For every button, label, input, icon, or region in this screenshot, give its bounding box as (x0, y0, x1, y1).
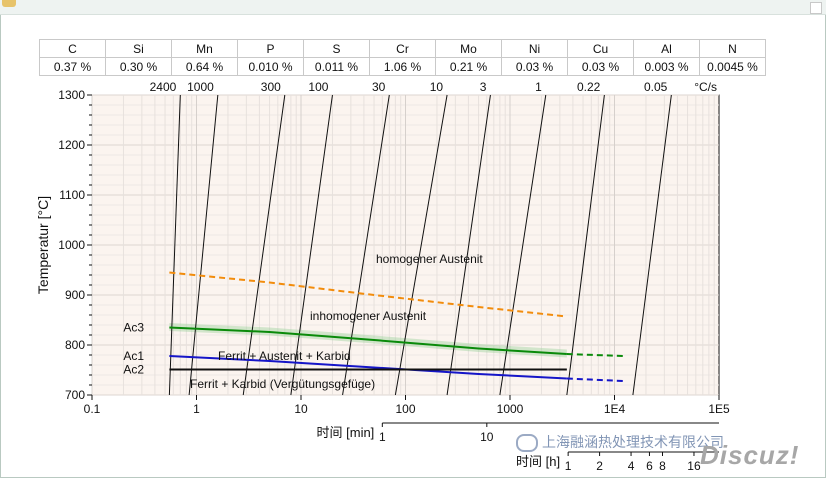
y-axis-label: Temperatur [°C] (35, 196, 51, 294)
cooling-curve (188, 94, 219, 396)
region-label: homogener Austenit (376, 252, 483, 266)
cooling-curve (499, 94, 547, 396)
x-tick-label: 1E5 (708, 402, 730, 416)
cooling-curve (168, 94, 181, 396)
hour-axis-tick-label: 6 (646, 459, 653, 473)
rate-label: 30 (372, 80, 386, 94)
series-label: Ac3 (123, 321, 144, 335)
minute-axis-label: 时间 [min] (317, 425, 375, 440)
element-percent: 0.64 % (171, 57, 238, 76)
close-icon[interactable] (810, 2, 822, 14)
element-percent: 1.06 % (369, 57, 436, 76)
x-tick-label: 0.1 (84, 402, 101, 416)
element-symbol: Al (633, 39, 700, 58)
element-percent: 0.011 % (303, 57, 370, 76)
element-symbol: N (699, 39, 766, 58)
y-tick-label: 1000 (58, 238, 85, 252)
rate-label: 1000 (187, 80, 214, 94)
composition-header-row: C Si Mn P S Cr Mo Ni Cu Al N (39, 39, 766, 58)
series-label: Ac2 (123, 363, 144, 377)
hour-axis-tick-label: 2 (596, 459, 603, 473)
hour-axis-tick-label: 1 (565, 459, 572, 473)
x-tick-label: 1 (193, 402, 200, 416)
cooling-curve (566, 94, 605, 396)
element-percent: 0.30 % (105, 57, 172, 76)
element-symbol: Cr (369, 39, 436, 58)
cooling-curve (632, 94, 672, 396)
series-line (169, 271, 567, 318)
region-label: Ferrit + Karbid (Vergütungsgefüge) (190, 377, 375, 391)
y-tick-label: 700 (65, 388, 85, 402)
y-tick-label: 1200 (58, 138, 85, 152)
minute-axis-tick-label: 10 (480, 430, 494, 444)
watermark: 上海融涵热处理技术有限公司 (516, 432, 724, 453)
region-label: Ferrit + Austenit + Karbid (218, 349, 351, 363)
element-percent: 0.37 % (39, 57, 106, 76)
discuz-logo: Discuz! (700, 440, 800, 470)
element-percent: 0.003 % (633, 57, 700, 76)
element-symbol: Ni (501, 39, 568, 58)
composition-table: C Si Mn P S Cr Mo Ni Cu Al N 0.37 % 0.30 % 0.64 % 0.0… (39, 39, 766, 76)
y-tick-label: 1300 (58, 88, 85, 102)
minute-axis-tick-label: 1 (379, 430, 386, 444)
rate-label: 10 (430, 80, 444, 94)
hour-axis-label: 时间 [h] (516, 454, 560, 469)
element-percent: 0.0045 % (699, 57, 766, 76)
y-tick-label: 1100 (59, 188, 85, 202)
watermark-text: 上海融涵热处理技术有限公司 (542, 434, 724, 450)
cooling-curve (446, 94, 491, 396)
element-symbol: Mn (171, 39, 238, 58)
y-tick-label: 900 (65, 288, 85, 302)
element-percent: 0.010 % (237, 57, 304, 76)
cooling-curve (342, 94, 390, 396)
rate-label: 1 (535, 80, 542, 94)
x-tick-label: 10 (294, 402, 308, 416)
series-label: Ac1 (123, 349, 144, 363)
series-line (169, 355, 567, 380)
element-percent: 0.03 % (567, 57, 634, 76)
element-symbol: P (237, 39, 304, 58)
rate-label: 0.05 (644, 80, 668, 94)
composition-value-row: 0.37 % 0.30 % 0.64 % 0.010 % 0.011 % 1.06 % 0.… (39, 57, 766, 76)
element-percent: 0.21 % (435, 57, 502, 76)
rate-label: 100 (308, 80, 328, 94)
wechat-icon (516, 434, 538, 453)
element-percent: 0.03 % (501, 57, 568, 76)
rate-label: 2400 (150, 80, 177, 94)
y-tick-label: 800 (65, 338, 85, 352)
cooling-curve (394, 94, 448, 396)
hour-axis-tick-label: 8 (659, 459, 666, 473)
element-symbol: C (39, 39, 106, 58)
series-line (169, 326, 567, 355)
cooling-curve (242, 94, 286, 396)
hour-axis-tick-label: 16 (687, 459, 701, 473)
x-tick-label: 100 (395, 402, 415, 416)
rate-label: 300 (261, 80, 281, 94)
rate-label: 0.22 (577, 80, 601, 94)
app-icon (2, 0, 16, 7)
cooling-curve (290, 94, 333, 396)
title-bar (0, 0, 826, 15)
x-tick-label: 1E4 (604, 402, 626, 416)
element-symbol: Si (105, 39, 172, 58)
rate-unit-label: °C/s (694, 80, 717, 94)
hour-axis-tick-label: 4 (628, 459, 635, 473)
region-label: inhomogener Austenit (310, 309, 427, 323)
rate-label: 3 (480, 80, 487, 94)
x-tick-label: 1000 (497, 402, 524, 416)
